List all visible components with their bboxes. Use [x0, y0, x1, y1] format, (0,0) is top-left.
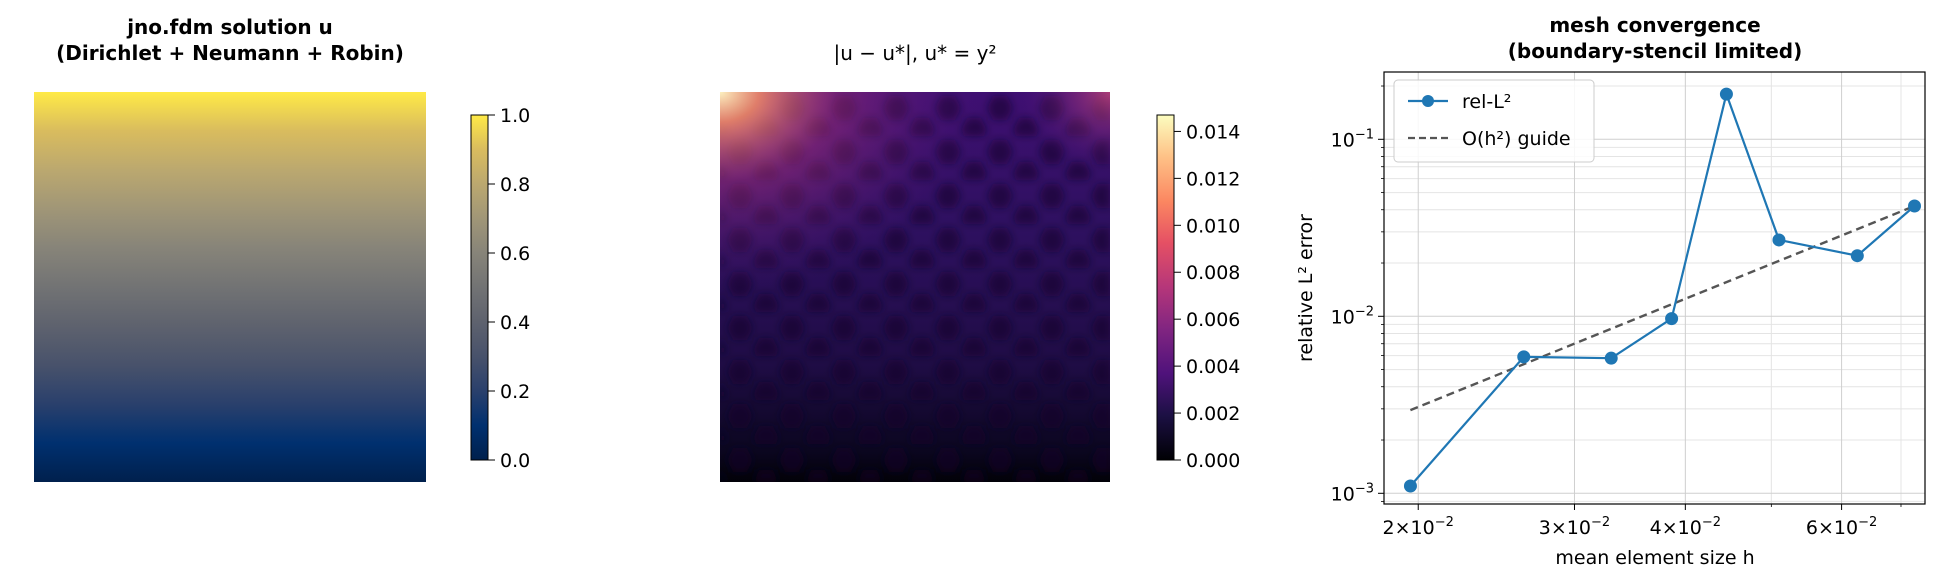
y-tick-base: 10 [1331, 129, 1355, 151]
series-rel-l2-point [1850, 249, 1864, 263]
convergence-series [1403, 87, 1922, 493]
series-rel-l2-point [1403, 479, 1417, 493]
solution-colorbar-tick-label: 0.6 [500, 243, 530, 265]
error-colorbar-tick-label: 0.004 [1186, 356, 1240, 378]
legend-label-guide: O(h²) guide [1462, 128, 1571, 150]
error-colorbar-tick-label: 0.014 [1186, 121, 1240, 143]
solution-panel: jno.fdm solution u (Dirichlet + Neumann … [34, 15, 530, 482]
solution-title-line1: jno.fdm solution u [126, 15, 333, 39]
solution-colorbar-tick-label: 0.0 [500, 450, 530, 472]
y-tick-base: 10 [1331, 483, 1355, 505]
solution-heatmap [34, 92, 426, 482]
series-rel-l2-point [1908, 199, 1922, 213]
error-panel: |u − u*|, u* = y² 0.0000.0020.0040.0060.… [720, 41, 1240, 482]
series-rel-l2-point [1665, 312, 1679, 326]
x-tick-mantissa: 2×10 [1383, 517, 1435, 539]
convergence-panel: mesh convergence (boundary-stencil limit… [1295, 13, 1926, 569]
error-colorbar-tick-label: 0.002 [1186, 403, 1240, 425]
x-tick-exponent: −2 [1435, 515, 1454, 530]
convergence-axes-frame [1383, 71, 1926, 505]
solution-colorbar-tick-label: 0.2 [500, 381, 530, 403]
y-tick-label: 10−2 [1331, 304, 1374, 328]
convergence-ylabel: relative L² error [1295, 214, 1317, 362]
solution-colorbar [470, 114, 489, 461]
y-tick-label: 10−1 [1331, 127, 1374, 151]
error-colorbar-ticks: 0.000 0.002 0.004 0.006 0.008 0.010 0.012 0.014 [1174, 121, 1240, 472]
error-colorbar-tick-label: 0.006 [1186, 309, 1240, 331]
x-tick-exponent: −2 [1702, 515, 1721, 530]
y-tick-label: 10−3 [1331, 481, 1374, 505]
series-rel-l2-point [1517, 350, 1531, 364]
x-tick-label: 2×10−2 [1383, 515, 1454, 539]
error-colorbar [1156, 114, 1175, 461]
convergence-ticks: 10−310−210−12×10−2 3×10−2 4×10−2 6×10−2 [1331, 85, 1902, 539]
y-tick-base: 10 [1331, 306, 1355, 328]
legend-marker-rel [1422, 95, 1434, 107]
series-rel-l2-line [1409, 90, 1916, 487]
series-rel-l2-point [1604, 351, 1618, 365]
legend-label-rel: rel-L² [1462, 91, 1511, 113]
solution-colorbar-ticks: 0.0 0.2 0.4 0.6 0.8 1.0 [488, 105, 530, 472]
error-colorbar-tick-label: 0.010 [1186, 215, 1240, 237]
series-rel-l2-point [1719, 87, 1733, 101]
y-tick-exponent: −3 [1355, 481, 1374, 496]
x-tick-mantissa: 6×10 [1806, 517, 1858, 539]
solution-title-line2: (Dirichlet + Neumann + Robin) [56, 41, 404, 65]
x-tick-label: 3×10−2 [1539, 515, 1610, 539]
x-tick-label: 4×10−2 [1650, 515, 1721, 539]
series-rel-l2-point [1772, 233, 1786, 247]
error-colorbar-tick-label: 0.008 [1186, 262, 1240, 284]
xlabel-text: mean element size h [1555, 547, 1754, 569]
error-colorbar-tick-label: 0.000 [1186, 450, 1240, 472]
x-tick-mantissa: 3×10 [1539, 517, 1591, 539]
series-guide-line [1409, 204, 1915, 412]
convergence-grid [1384, 72, 1925, 504]
error-title: |u − u*|, u* = y² [833, 41, 996, 65]
error-heatmap [720, 92, 1110, 482]
x-tick-exponent: −2 [1858, 515, 1877, 530]
convergence-title-line1: mesh convergence [1549, 13, 1760, 37]
error-colorbar-tick-label: 0.012 [1186, 168, 1240, 190]
solution-colorbar-tick-label: 1.0 [500, 105, 530, 127]
solution-colorbar-tick-label: 0.4 [500, 312, 530, 334]
y-tick-exponent: −2 [1355, 304, 1374, 319]
y-tick-exponent: −1 [1355, 127, 1374, 142]
convergence-legend: rel-L² O(h²) guide [1393, 79, 1595, 163]
x-tick-label: 6×10−2 [1806, 515, 1877, 539]
x-tick-mantissa: 4×10 [1650, 517, 1702, 539]
convergence-xlabel: mean element size h [1555, 547, 1754, 569]
solution-colorbar-tick-label: 0.8 [500, 174, 530, 196]
convergence-title-line2: (boundary-stencil limited) [1508, 39, 1802, 63]
x-tick-exponent: −2 [1591, 515, 1610, 530]
